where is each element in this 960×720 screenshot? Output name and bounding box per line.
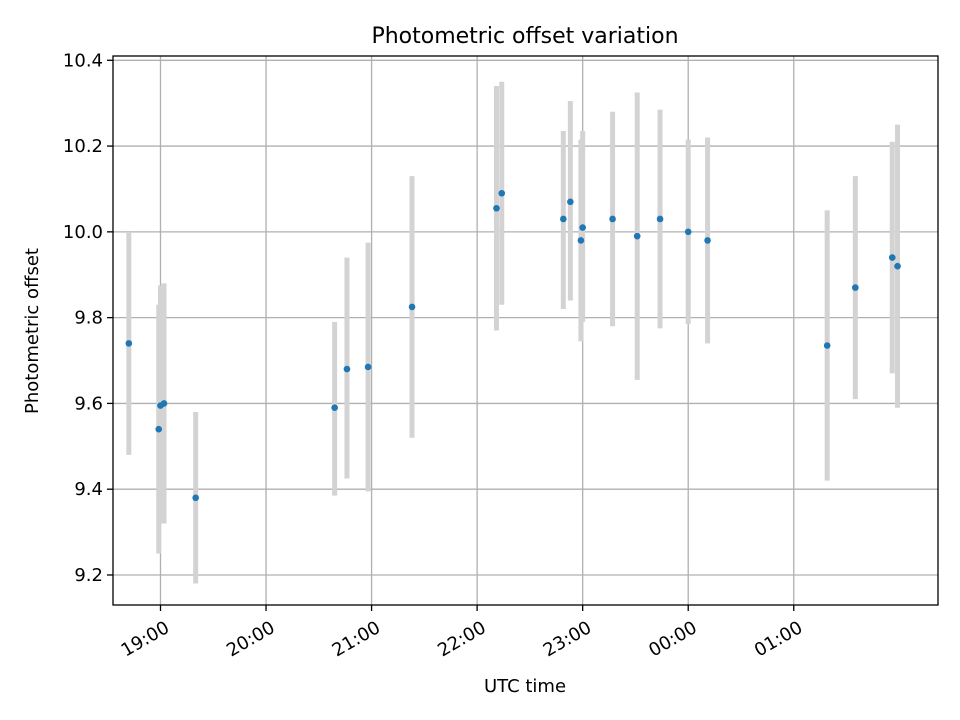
data-point [633,232,641,240]
data-point [579,224,586,231]
y-tick-label: 9.8 [74,308,103,329]
data-point [888,254,896,261]
y-tick-label: 9.4 [74,479,103,500]
data-point [609,215,616,223]
y-tick-label: 9.6 [74,393,103,414]
data-point [656,215,664,223]
data-point [577,237,585,244]
y-tick-label: 10.4 [63,50,103,71]
data-point [704,237,711,244]
data-point [408,303,416,311]
data-point [160,400,168,407]
data-point [155,425,163,433]
data-point [823,342,831,349]
x-axis-label: UTC time [484,676,566,697]
data-point [364,363,372,371]
data-point [567,198,574,206]
data-point [493,204,500,212]
data-point [560,215,567,223]
plot-frame [112,55,939,606]
data-point [343,365,351,373]
data-point [894,262,901,270]
data-point [192,494,199,502]
y-tick-label: 9.2 [74,565,103,586]
y-axis-label: Photometric offset [22,248,43,414]
data-point [498,189,506,197]
y-tick-label: 10.0 [63,222,103,243]
data-point [852,284,859,291]
y-axis-ticks: 9.2 9.4 9.6 9.8 10.0 10.2 10.4 [63,50,113,586]
data-point [125,340,133,347]
data-points [125,189,901,502]
data-point [331,404,338,412]
data-point [684,228,692,236]
y-tick-label: 10.2 [63,136,103,157]
chart-title: Photometric offset variation [371,24,678,49]
